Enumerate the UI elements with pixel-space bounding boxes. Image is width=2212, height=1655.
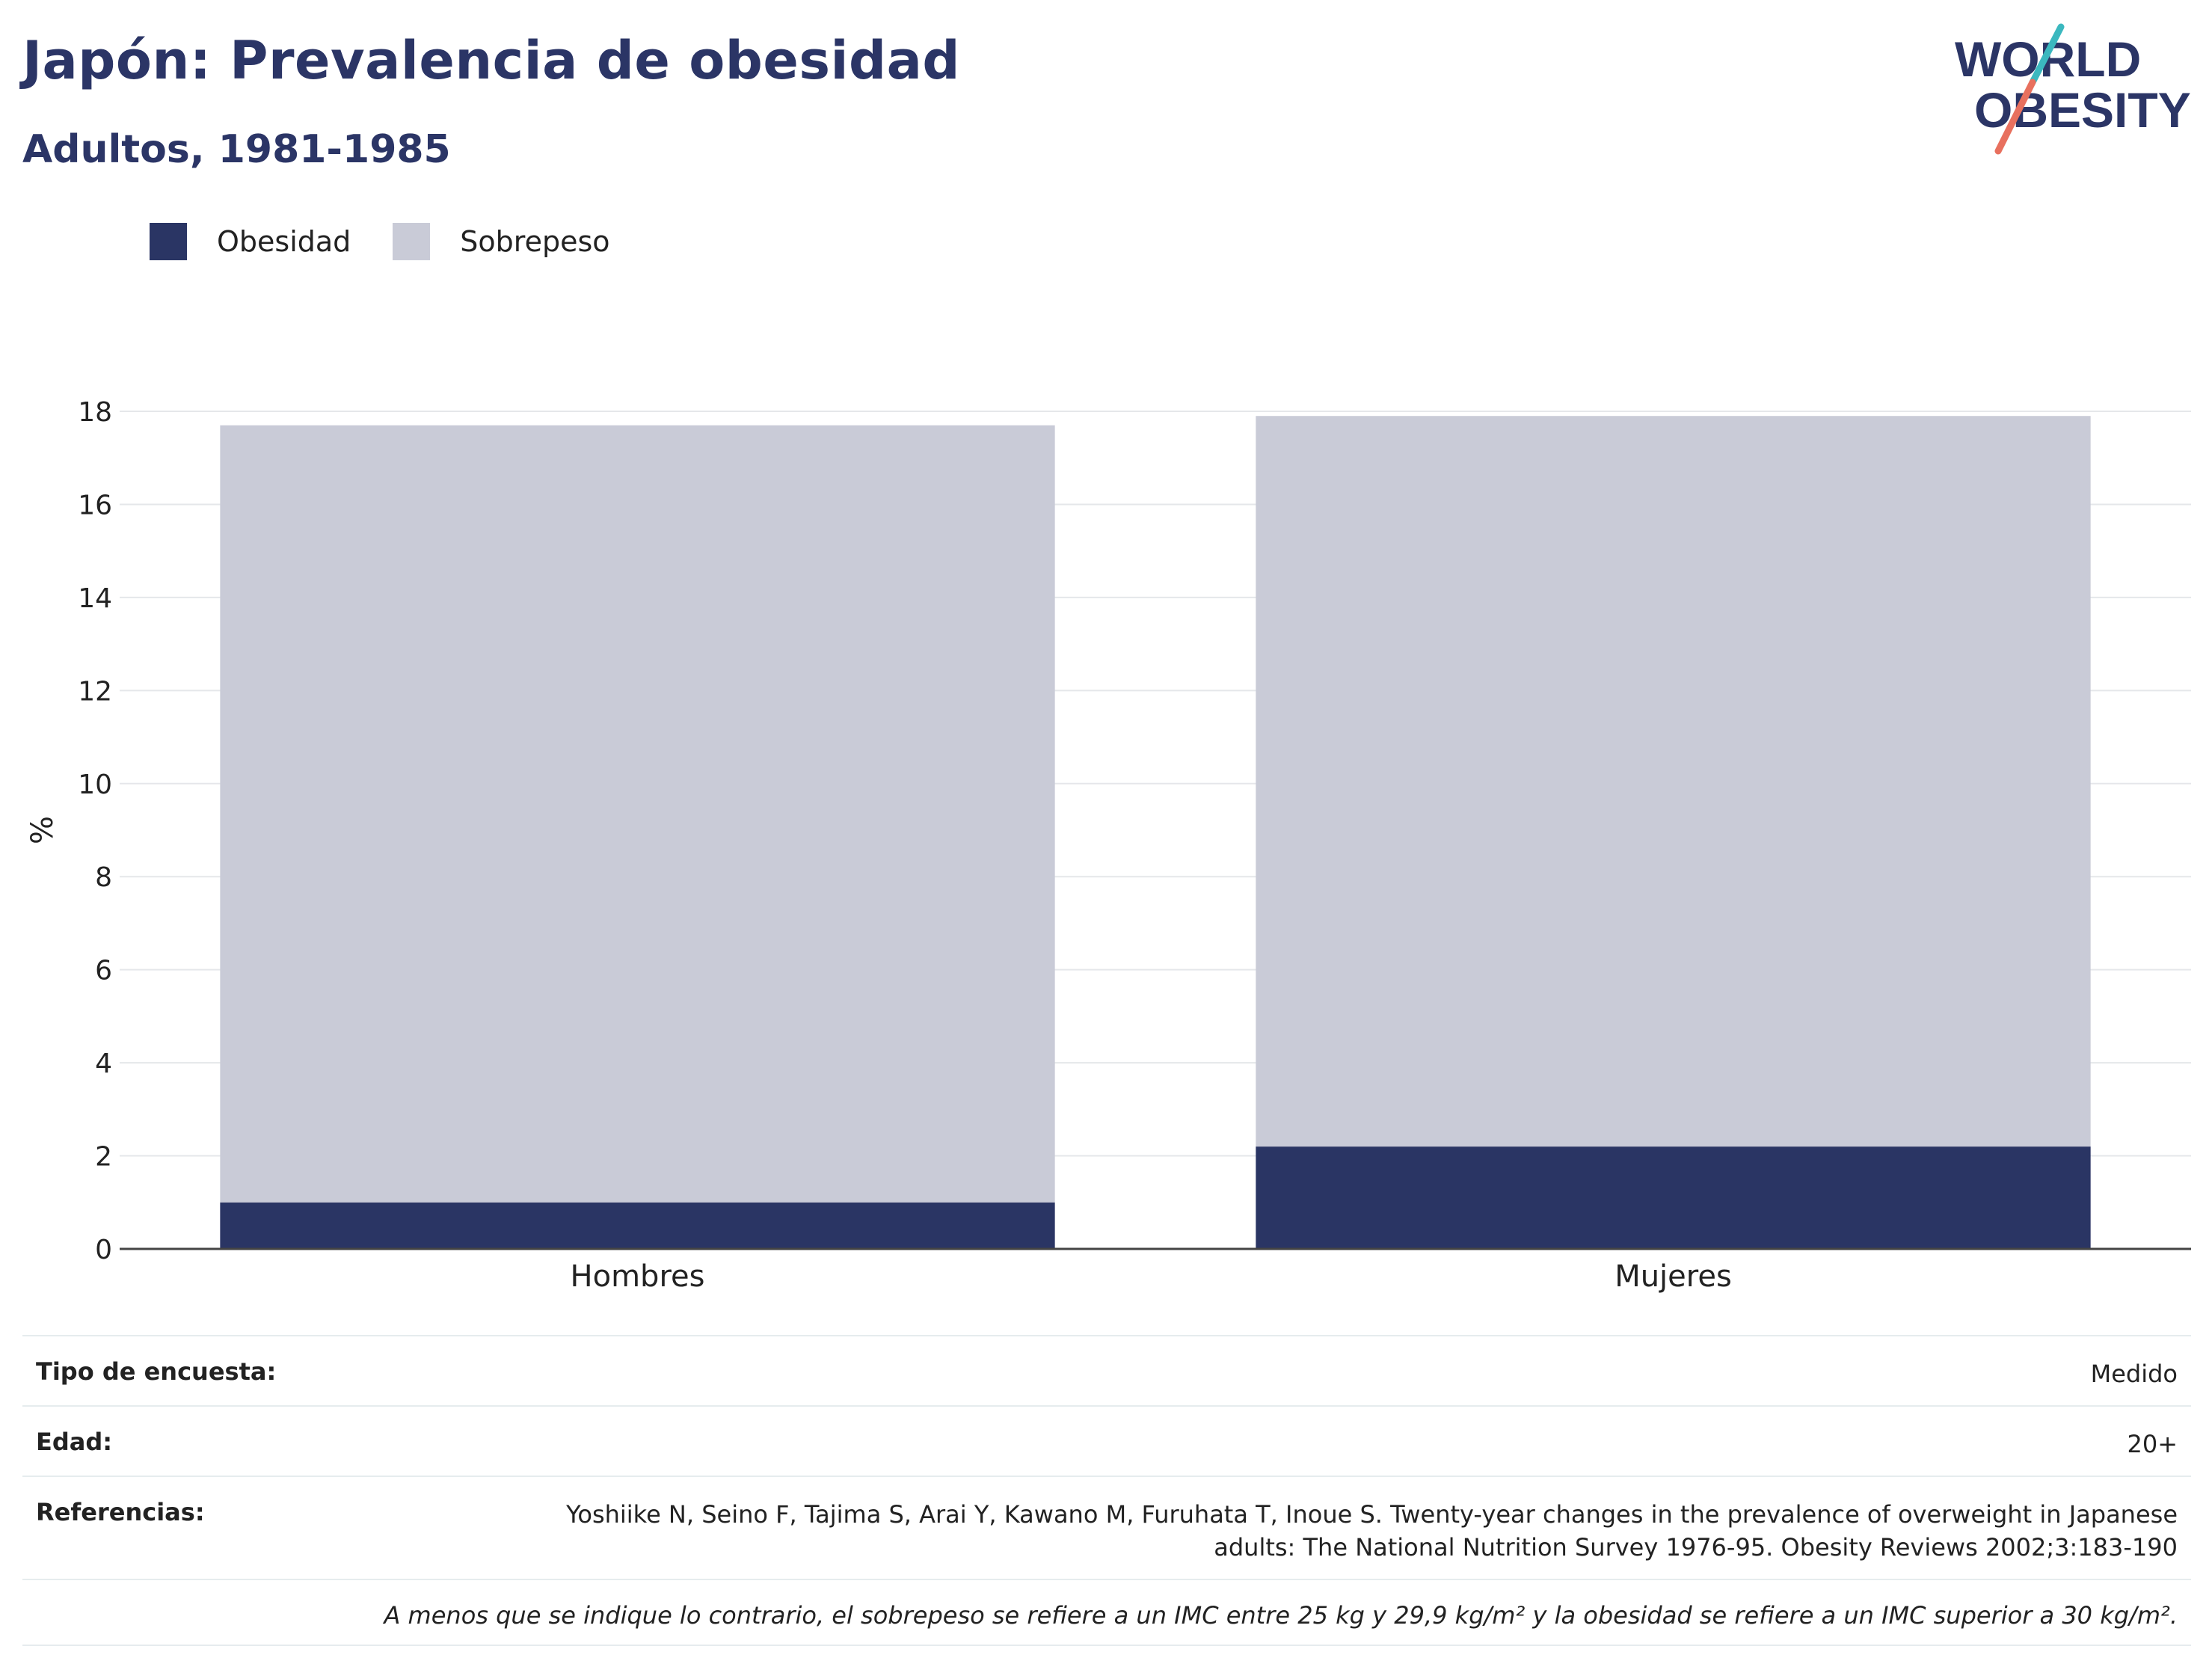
legend-item-sobrepeso[interactable]: Sobrepeso [393, 223, 610, 260]
y-tick-label-12: 12 [78, 676, 112, 707]
legend-swatch-obesidad [150, 223, 187, 260]
bar-mujeres-obesidad [1256, 1146, 2091, 1249]
references-line-1: Yoshiike N, Seino F, Tajima S, Arai Y, K… [566, 1500, 2178, 1529]
references-label: Referencias: [36, 1498, 205, 1526]
y-tick-label-16: 16 [78, 490, 112, 521]
legend-label-sobrepeso: Sobrepeso [460, 225, 610, 258]
info-row-references: Referencias: Yoshiike N, Seino F, Tajima… [22, 1476, 2191, 1579]
bar-hombres-obesidad [220, 1202, 1055, 1249]
x-tick-label-hombres: Hombres [571, 1259, 705, 1294]
y-tick-label-2: 2 [95, 1142, 112, 1173]
y-tick-label-8: 8 [95, 862, 112, 893]
age-value: 20+ [2127, 1430, 2178, 1458]
survey-info-table: Tipo de encuesta: Medido Edad: 20+ Refer… [22, 1335, 2191, 1646]
y-tick-label-0: 0 [95, 1235, 112, 1265]
definition-note: A menos que se indique lo contrario, el … [384, 1601, 2178, 1630]
bar-mujeres-sobrepeso [1256, 416, 2091, 1147]
chart-legend: Obesidad Sobrepeso [150, 223, 652, 260]
y-tick-label-6: 6 [95, 956, 112, 986]
info-row-survey-type: Tipo de encuesta: Medido [22, 1335, 2191, 1405]
y-tick-label-18: 18 [78, 397, 112, 428]
y-tick-label-10: 10 [78, 770, 112, 800]
legend-item-obesidad[interactable]: Obesidad [150, 223, 351, 260]
survey-type-label: Tipo de encuesta: [36, 1357, 277, 1386]
survey-type-value: Medido [2090, 1360, 2178, 1388]
legend-label-obesidad: Obesidad [217, 225, 351, 258]
chart-subtitle: Adultos, 1981-1985 [22, 127, 451, 172]
references-value: Yoshiike N, Seino F, Tajima S, Arai Y, K… [566, 1498, 2178, 1564]
y-axis-label: % [25, 816, 60, 844]
info-row-note: A menos que se indique lo contrario, el … [22, 1579, 2191, 1646]
references-line-2: adults: The National Nutrition Survey 19… [1214, 1533, 2178, 1562]
world-obesity-logo: WORLD OBESITY [1955, 23, 2191, 155]
legend-swatch-sobrepeso [393, 223, 431, 260]
info-row-age: Edad: 20+ [22, 1405, 2191, 1476]
x-tick-label-mujeres: Mujeres [1615, 1259, 1732, 1294]
stacked-bar-chart: 0 2 4 6 8 10 12 14 16 18% Hombres Mujeres [25, 397, 2191, 1294]
y-tick-label-14: 14 [78, 583, 112, 614]
y-tick-label-4: 4 [95, 1048, 112, 1079]
bar-hombres-sobrepeso [220, 425, 1055, 1203]
chart-title: Japón: Prevalencia de obesidad [22, 30, 960, 91]
age-label: Edad: [36, 1428, 113, 1456]
